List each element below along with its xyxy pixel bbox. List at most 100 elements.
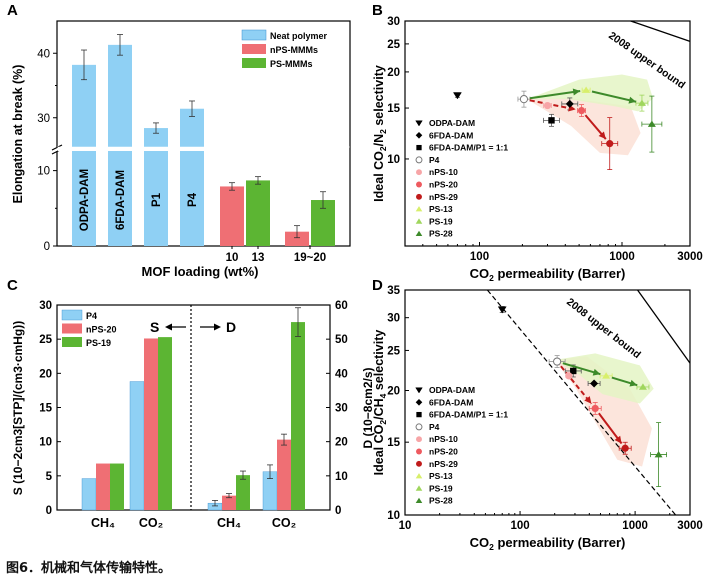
y-axis-label: Ideal CO2/CH4 selectivity [372, 330, 388, 476]
y-tick-label: 10 [387, 510, 400, 522]
label-part: /CH [372, 398, 386, 420]
y-tick-label: 15 [387, 103, 400, 115]
category-label: CH₄ [217, 516, 241, 530]
arrow-ps-1-head [572, 88, 581, 96]
label-part: /N [372, 134, 386, 147]
y-tick-label: 20 [39, 368, 52, 380]
axis-break-band [58, 147, 349, 151]
label-part: 4 [378, 393, 388, 398]
label-part: 2 [361, 381, 375, 388]
x-tick-label: 10 [399, 520, 412, 532]
s-arrow-head [165, 323, 172, 331]
point-ps-13 [582, 86, 591, 93]
y-tick-label: 30 [387, 16, 400, 28]
arrow-ps-2 [591, 90, 637, 103]
legend-label: P4 [86, 311, 97, 321]
point-nps-29 [606, 140, 614, 148]
bar-nps-20 [96, 463, 110, 510]
point-ps-13 [602, 372, 611, 379]
y-tick-label: 10 [387, 154, 400, 166]
label-part: 2 [489, 273, 494, 283]
y-tick-label: 0 [46, 505, 52, 517]
point-ps-28 [654, 450, 663, 458]
label-part: 3 [11, 429, 25, 436]
point-nps-20 [591, 404, 599, 413]
point-ps-19 [638, 383, 647, 390]
legend-label: PS-13 [429, 204, 453, 214]
bar-odpa-dam [72, 64, 96, 246]
legend-label: 6FDA-DAM/P1 = 1:1 [429, 143, 508, 153]
bar-ps-19 [236, 475, 250, 510]
label-part: CO [470, 266, 490, 281]
legend-label: nPS-20 [429, 180, 458, 190]
legend-label: nPS-20 [429, 447, 458, 457]
legend-marker [415, 497, 423, 504]
label-part: CO [470, 535, 490, 550]
point-nps-29 [621, 444, 629, 452]
label-part: −8 [361, 405, 375, 419]
legend-marker [415, 230, 423, 237]
legend-marker [416, 144, 422, 151]
category-label: CH₄ [91, 516, 115, 530]
x-tick-label: 100 [470, 251, 489, 263]
point-6fda-dam-p1-1-1 [570, 367, 577, 375]
y-right-axis-label: D (10−8cm2/s) [361, 367, 375, 448]
legend-label: 6FDA-DAM/P1 = 1:1 [429, 410, 508, 420]
label-part: D (10 [361, 419, 375, 449]
y-right-tick-label: 40 [335, 368, 348, 380]
bar-p1 [144, 128, 168, 246]
label-part: 2 [378, 146, 388, 151]
axis-break-mark [51, 144, 63, 151]
legend-marker [415, 399, 423, 406]
legend-label: PS-28 [429, 496, 453, 506]
point-6fda-dam [565, 99, 574, 108]
legend-label: 6FDA-DAM [429, 130, 473, 140]
legend-marker [416, 436, 422, 443]
point-p4 [519, 95, 529, 104]
bar-p4 [180, 108, 204, 246]
y-axis-label: Elongation at break (%) [11, 65, 25, 204]
legend-label: nPS-10 [429, 434, 458, 444]
label-part: 2 [378, 129, 388, 134]
y-right-tick-label: 60 [335, 300, 348, 312]
label-part: [STP]/(cm [11, 373, 25, 429]
legend-marker [415, 485, 423, 491]
y-tick-label: 30 [387, 313, 400, 325]
bar-name-label: ODPA-DAM [79, 169, 91, 231]
legend-label: ODPA-DAM [429, 385, 475, 395]
y-right-tick-label: 50 [335, 334, 348, 346]
bar-p4 [81, 478, 97, 511]
label-part: S (10 [11, 466, 25, 495]
label-part: ·cmHg)) [11, 321, 25, 366]
legend-swatch [242, 44, 266, 54]
legend-swatch [62, 323, 82, 334]
legend-marker [416, 460, 422, 467]
legend-label: PS-19 [429, 216, 453, 226]
x-tick-label: 3000 [677, 520, 703, 532]
bar-nps-mmms [285, 231, 309, 246]
legend-marker [415, 218, 423, 224]
y-tick-label: 35 [387, 285, 400, 297]
x-tick-label: 100 [510, 520, 529, 532]
upper-bound-line [637, 289, 691, 364]
bar-nps-mmms [220, 186, 244, 246]
legend-marker [416, 448, 422, 455]
point-ps-28 [647, 120, 656, 127]
plot-frame-d [404, 289, 691, 516]
y-right-tick-label: 10 [335, 471, 348, 483]
x-axis-label: CO2 permeability (Barrer) [470, 535, 626, 552]
legend-label: P4 [429, 422, 440, 432]
y-tick-label: 25 [387, 345, 400, 357]
legend-marker [416, 169, 422, 176]
legend-marker [415, 387, 423, 394]
label-part: Ideal CO [372, 424, 386, 475]
legend-swatch [61, 309, 83, 321]
arrow-ps-1 [529, 90, 581, 100]
y-tick-label: 10 [37, 166, 50, 178]
y-tick-label: 40 [37, 48, 50, 60]
s-label: S [150, 319, 159, 335]
label-part: permeability (Barrer) [494, 535, 626, 550]
y-tick-label: 30 [37, 113, 50, 125]
bar-p4 [129, 381, 145, 511]
axis-break-gap [53, 147, 61, 151]
